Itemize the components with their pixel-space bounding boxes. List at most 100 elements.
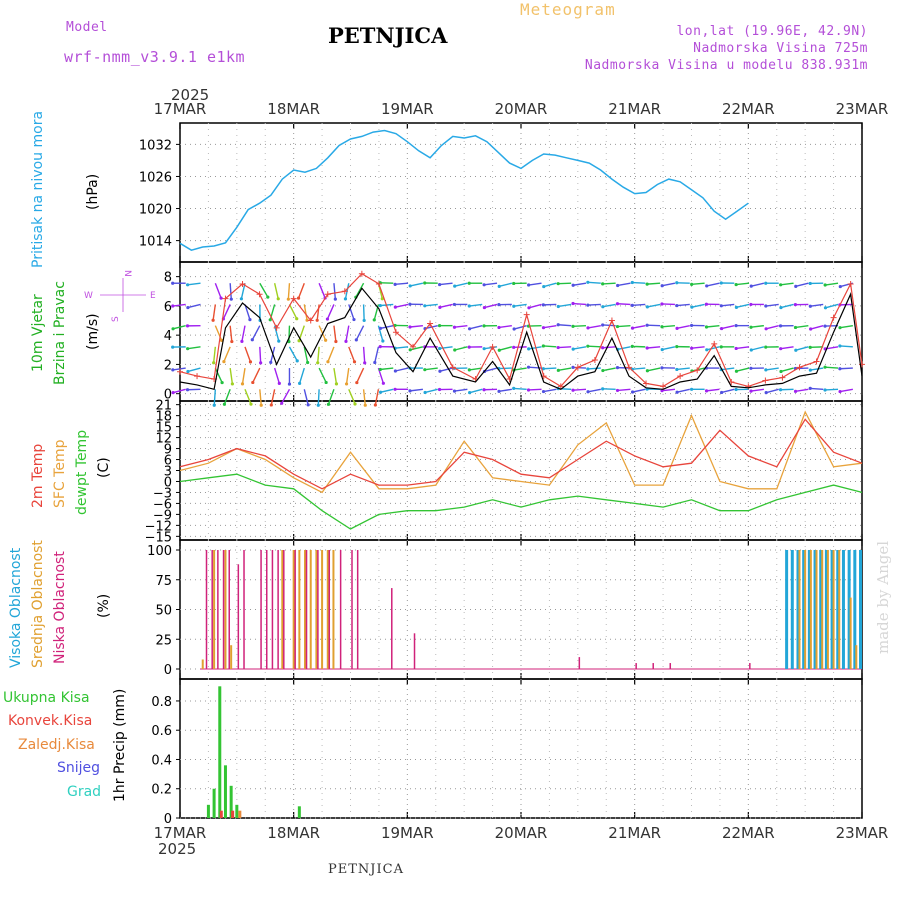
wind-arrow-head xyxy=(675,326,679,330)
wind-arrow-head xyxy=(222,359,226,364)
wind-arrow xyxy=(409,388,423,392)
cloud-high-bar xyxy=(813,550,817,669)
wind-arrow-head xyxy=(453,284,457,288)
wind-arrow-head xyxy=(808,281,812,286)
wind-arrow xyxy=(721,388,735,394)
wind-gust-marker xyxy=(341,288,348,295)
wind-arrow xyxy=(602,282,616,285)
y-tick-label: 15 xyxy=(155,421,172,436)
wind-arrow xyxy=(316,304,320,321)
wind-arrow-head xyxy=(660,366,664,370)
wind-arrow-head xyxy=(373,360,377,365)
wind-arrow xyxy=(632,324,646,329)
cloud-low-bar xyxy=(228,550,230,669)
precip-label-frz: Zaledj.Kisa xyxy=(18,737,95,753)
wind-arrow-head xyxy=(295,359,299,363)
wind-arrow-head xyxy=(354,338,358,342)
temp-side-label-3: dewpt Temp xyxy=(74,430,90,515)
wind-arrow xyxy=(259,389,262,406)
wind-arrow-head xyxy=(541,389,546,394)
wind-arrow-head xyxy=(571,347,575,351)
wind-arrow-head xyxy=(749,325,753,329)
wind-gust-marker xyxy=(796,364,803,371)
wind-arrow-head xyxy=(212,361,216,365)
cloud-mid-bar xyxy=(326,550,329,669)
wind-arrow xyxy=(424,303,438,307)
wind-arrow xyxy=(298,367,305,384)
wind-arrow xyxy=(810,324,824,330)
cloud-low-bar xyxy=(328,550,331,669)
wind-arrow-head xyxy=(467,327,472,331)
wind-arrow xyxy=(751,282,765,287)
wind-gust-marker xyxy=(523,311,530,318)
wind-arrow xyxy=(484,303,498,309)
wind-arrow-head xyxy=(689,387,694,391)
wind-arrow-head xyxy=(526,365,531,369)
wind-arrow-head xyxy=(453,348,457,352)
wind-arrow xyxy=(327,346,335,362)
wind-arrow-head xyxy=(334,382,339,386)
wind-arrow-head xyxy=(808,386,812,390)
wind-speed-line xyxy=(179,287,863,391)
page-title: PETNJICA xyxy=(328,23,448,48)
wind-arrow xyxy=(736,282,750,286)
wind-arrow xyxy=(839,345,853,348)
wind-arrow-head xyxy=(601,323,605,327)
model-label: Model xyxy=(66,20,108,35)
wind-arrow xyxy=(345,367,350,385)
wind-arrow-head xyxy=(423,368,427,372)
wind-arrow xyxy=(498,388,512,393)
wind-gust-marker xyxy=(449,364,456,371)
wind-arrow xyxy=(187,303,201,309)
wind-arrow xyxy=(273,283,279,299)
wind-gust-marker xyxy=(358,270,365,277)
wind-arrow-head xyxy=(764,391,768,395)
cloud-low-bar xyxy=(305,550,308,669)
wind-arrow-head xyxy=(704,325,709,329)
wind-arrow-head xyxy=(259,361,263,365)
cloud-high-bar xyxy=(859,550,862,669)
wind-arrow-head xyxy=(794,284,798,288)
wind-arrow-head xyxy=(675,281,679,285)
wind-arrow-head xyxy=(660,284,664,288)
wind-arrow xyxy=(172,367,186,371)
wind-arrow-head xyxy=(276,297,280,301)
wind-arrow-head xyxy=(823,283,827,287)
wind-arrow-head xyxy=(171,345,175,349)
wind-arrow-head xyxy=(556,368,560,372)
date-tick-top-19MAR: 19MAR xyxy=(381,100,434,118)
y-tick-label: −6 xyxy=(153,497,172,512)
compass-e: E xyxy=(150,291,156,301)
wind-arrow-head xyxy=(467,281,471,285)
cloud-mid-bar xyxy=(292,550,295,669)
wind-gust-marker xyxy=(194,373,201,380)
wind-arrow xyxy=(303,346,309,363)
wind-arrow xyxy=(288,304,298,320)
precip-label-hail: Grad xyxy=(67,784,101,800)
wind-arrow-head xyxy=(438,369,442,373)
wind-arrow-head xyxy=(324,380,328,385)
wind-side-label-2: Brzina i Pravac xyxy=(52,281,68,385)
wind-arrow xyxy=(362,346,366,363)
wind-arrow-head xyxy=(586,303,590,307)
cloud-high-bar xyxy=(841,550,845,669)
cloud-mid-bar xyxy=(304,550,307,669)
cloud-low-bar xyxy=(635,663,637,669)
wind-arrow-head xyxy=(344,339,348,344)
wind-arrow xyxy=(380,388,394,393)
wind-arrow-head xyxy=(220,380,224,385)
wind-arrow xyxy=(374,346,380,363)
wind-arrow-head xyxy=(823,306,828,310)
cloud-mid-bar xyxy=(849,597,852,669)
wind-arrow xyxy=(281,388,291,404)
wind-arrow xyxy=(395,367,409,372)
wind-arrow xyxy=(439,367,453,372)
wind-arrow-head xyxy=(467,368,471,372)
precip-conv-bar xyxy=(219,810,223,818)
wind-gust-marker xyxy=(711,340,718,347)
wind-gust-marker xyxy=(557,383,564,390)
wind-arrow-head xyxy=(185,324,190,328)
wind-arrow-head xyxy=(630,326,635,330)
wind-arrow xyxy=(469,303,483,307)
